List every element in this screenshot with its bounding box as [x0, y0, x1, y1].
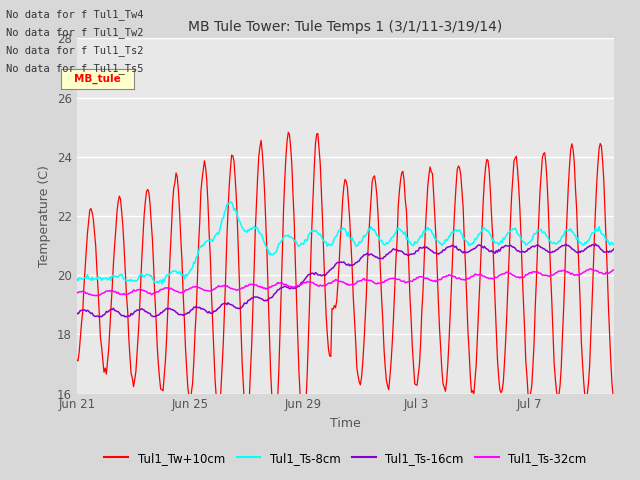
Text: MB_tule: MB_tule	[74, 73, 121, 84]
Text: No data for f Tul1_Tw2: No data for f Tul1_Tw2	[6, 27, 144, 38]
X-axis label: Time: Time	[330, 417, 361, 430]
Legend: Tul1_Tw+10cm, Tul1_Ts-8cm, Tul1_Ts-16cm, Tul1_Ts-32cm: Tul1_Tw+10cm, Tul1_Ts-8cm, Tul1_Ts-16cm,…	[100, 447, 591, 469]
Title: MB Tule Tower: Tule Temps 1 (3/1/11-3/19/14): MB Tule Tower: Tule Temps 1 (3/1/11-3/19…	[188, 21, 503, 35]
Text: No data for f Tul1_Tw4: No data for f Tul1_Tw4	[6, 9, 144, 20]
Text: No data for f Tul1_Ts2: No data for f Tul1_Ts2	[6, 45, 144, 56]
Y-axis label: Temperature (C): Temperature (C)	[38, 165, 51, 267]
Text: No data for f Tul1_Ts5: No data for f Tul1_Ts5	[6, 63, 144, 74]
